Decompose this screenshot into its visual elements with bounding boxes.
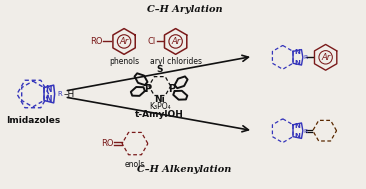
Text: Ar: Ar (119, 37, 129, 46)
Text: S: S (157, 65, 163, 74)
Text: N: N (294, 123, 300, 129)
Text: t-AmylOH: t-AmylOH (135, 110, 184, 119)
Text: N: N (294, 60, 300, 66)
Text: P: P (168, 84, 175, 94)
Text: enols: enols (125, 160, 145, 169)
Text: Imidazoles: Imidazoles (6, 116, 60, 125)
Text: Cl: Cl (147, 37, 156, 46)
Text: RO: RO (90, 37, 102, 46)
Text: –H: –H (64, 90, 75, 98)
Text: R: R (304, 129, 308, 134)
Text: P: P (144, 84, 152, 94)
Text: C–H Arylation: C–H Arylation (147, 5, 223, 14)
Text: Ar: Ar (321, 53, 330, 62)
Text: Ar: Ar (171, 37, 180, 46)
Text: R: R (304, 55, 308, 60)
Text: N: N (45, 84, 52, 94)
Text: R: R (57, 91, 62, 97)
Text: K₃PO₄: K₃PO₄ (149, 102, 171, 111)
Text: C–H Alkenylation: C–H Alkenylation (137, 165, 232, 174)
Text: phenols: phenols (109, 57, 139, 66)
Text: aryl chlorides: aryl chlorides (150, 57, 202, 66)
Text: Ni: Ni (154, 95, 165, 104)
Text: RO: RO (101, 139, 113, 148)
Text: N: N (45, 95, 52, 104)
Text: N: N (294, 133, 300, 139)
Text: N: N (294, 49, 300, 55)
